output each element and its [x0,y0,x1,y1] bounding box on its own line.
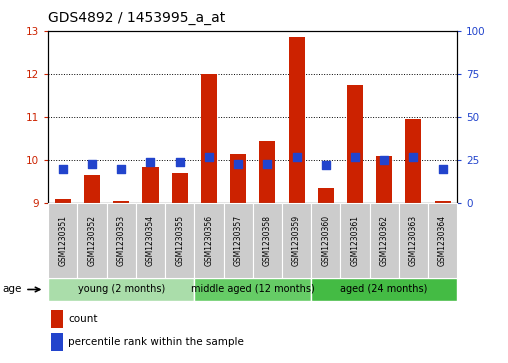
Bar [84,175,100,203]
Text: GSM1230360: GSM1230360 [321,215,330,266]
Bar [136,203,165,278]
Bar [172,173,188,203]
Bar [259,141,275,203]
Text: young (2 months): young (2 months) [78,285,165,294]
Bar [51,333,62,351]
Bar [369,203,399,278]
Bar [405,119,422,203]
Text: GSM1230356: GSM1230356 [204,215,213,266]
Text: middle aged (12 months): middle aged (12 months) [191,285,314,294]
Text: GSM1230359: GSM1230359 [292,215,301,266]
Point [59,166,67,172]
Bar [51,310,62,328]
Bar [434,201,451,203]
Text: GSM1230357: GSM1230357 [234,215,243,266]
Point [351,154,359,160]
Point [263,161,271,167]
Bar [252,203,282,278]
Bar [376,156,392,203]
Text: count: count [68,314,98,324]
Bar [224,203,253,278]
Text: GDS4892 / 1453995_a_at: GDS4892 / 1453995_a_at [48,11,226,25]
Bar [347,85,363,203]
Bar [142,167,158,203]
Text: GSM1230351: GSM1230351 [58,215,68,266]
Bar [77,203,107,278]
Bar [194,278,311,301]
Bar [165,203,194,278]
Text: GSM1230355: GSM1230355 [175,215,184,266]
Bar [194,203,224,278]
Bar [289,37,305,203]
Text: GSM1230363: GSM1230363 [409,215,418,266]
Text: GSM1230353: GSM1230353 [117,215,126,266]
Text: GSM1230361: GSM1230361 [351,215,360,266]
Bar [311,278,457,301]
Text: GSM1230358: GSM1230358 [263,215,272,266]
Point [409,154,418,160]
Point [322,163,330,168]
Text: GSM1230362: GSM1230362 [379,215,389,266]
Bar [399,203,428,278]
Bar [282,203,311,278]
Bar [311,203,340,278]
Bar [113,201,130,203]
Bar [107,203,136,278]
Point [205,154,213,160]
Bar [230,154,246,203]
Text: aged (24 months): aged (24 months) [340,285,428,294]
Text: GSM1230352: GSM1230352 [87,215,97,266]
Point [176,159,184,165]
Point [380,157,388,163]
Text: percentile rank within the sample: percentile rank within the sample [68,337,244,347]
Bar [318,188,334,203]
Text: GSM1230364: GSM1230364 [438,215,447,266]
Bar [428,203,457,278]
Point [117,166,125,172]
Text: age: age [3,285,22,294]
Point [234,161,242,167]
Point [88,161,96,167]
Bar [340,203,369,278]
Bar [55,199,71,203]
Bar [48,203,77,278]
Point [293,154,301,160]
Point [146,159,154,165]
Text: GSM1230354: GSM1230354 [146,215,155,266]
Point [438,166,447,172]
Bar [48,278,194,301]
Bar [201,74,217,203]
